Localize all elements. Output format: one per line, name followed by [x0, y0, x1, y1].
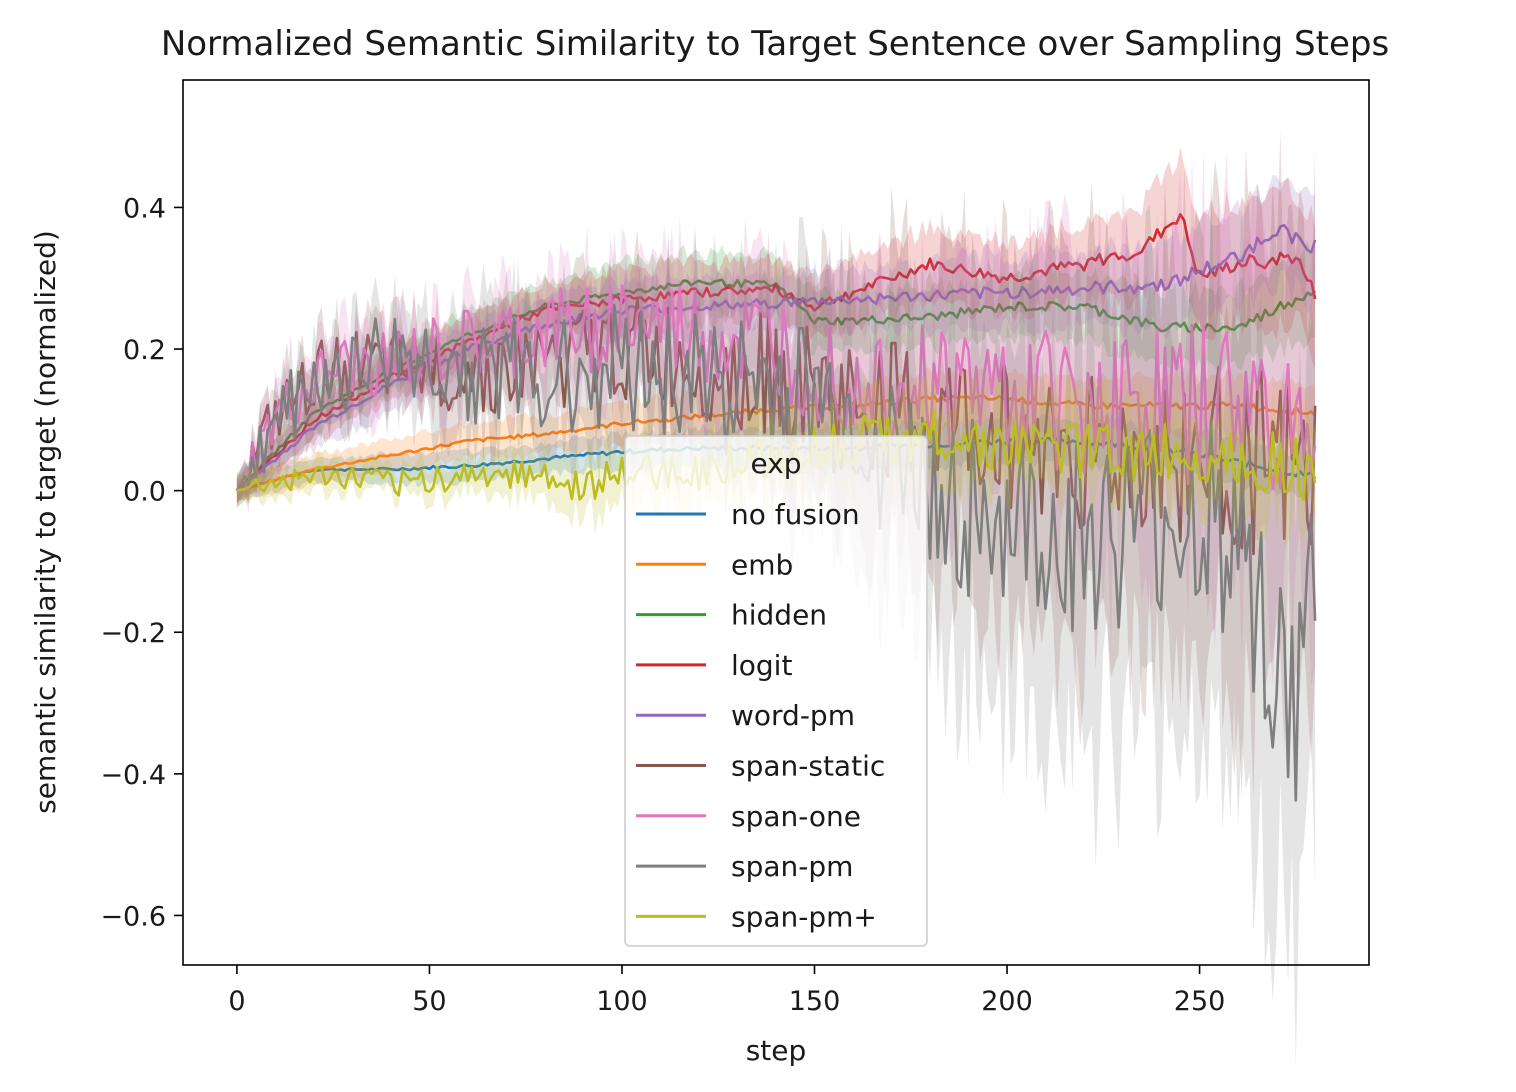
- legend-label-span-pm: span-pm: [731, 850, 853, 883]
- legend-label-emb: emb: [731, 548, 793, 581]
- legend-label-word-pm: word-pm: [731, 699, 855, 732]
- line-span-pm: [235, 303, 1317, 802]
- x-tick-label: 200: [981, 986, 1033, 1017]
- y-tick-label: −0.4: [100, 760, 166, 791]
- y-tick-label: 0.2: [123, 335, 166, 366]
- y-tick-label: 0.0: [123, 477, 166, 508]
- band-emb: [236, 366, 1316, 504]
- legend-label-hidden: hidden: [731, 599, 827, 632]
- y-tick-label: −0.2: [100, 618, 166, 649]
- legend-title: exp: [750, 447, 801, 480]
- x-tick-label: 50: [412, 986, 446, 1017]
- legend-label-span-static: span-static: [731, 750, 885, 783]
- x-tick-label: 150: [789, 986, 841, 1017]
- x-tick-label: 250: [1174, 986, 1226, 1017]
- legend: exp no fusion emb hidden logit word-pm span-s…: [624, 435, 928, 947]
- y-axis-label: semantic similarity to target (normalize…: [29, 230, 62, 814]
- legend-label-span-pm-plus: span-pm+: [731, 900, 877, 933]
- plot-frame: [182, 79, 1370, 966]
- band-span-one: [236, 143, 1316, 686]
- line-emb: [236, 394, 1317, 492]
- x-axis-label: step: [746, 1034, 807, 1067]
- x-tick-label: 0: [228, 986, 245, 1017]
- band-word-pm: [236, 174, 1316, 508]
- legend-label-span-one: span-one: [731, 800, 861, 833]
- chart-title: Normalized Semantic Similarity to Target…: [161, 24, 1389, 64]
- legend-label-no-fusion: no fusion: [731, 498, 860, 531]
- band-span-pm: [236, 169, 1316, 1069]
- band-hidden: [236, 240, 1316, 508]
- y-axis-ticks: −0.6 −0.4 −0.2 0.0 0.2 0.4: [100, 193, 183, 932]
- x-tick-label: 100: [596, 986, 648, 1017]
- y-tick-label: 0.4: [123, 193, 166, 224]
- x-axis-ticks: 0 50 100 150 200 250: [228, 965, 1225, 1017]
- y-tick-label: −0.6: [100, 901, 166, 932]
- legend-label-logit: logit: [731, 649, 792, 682]
- band-span-static: [236, 129, 1316, 802]
